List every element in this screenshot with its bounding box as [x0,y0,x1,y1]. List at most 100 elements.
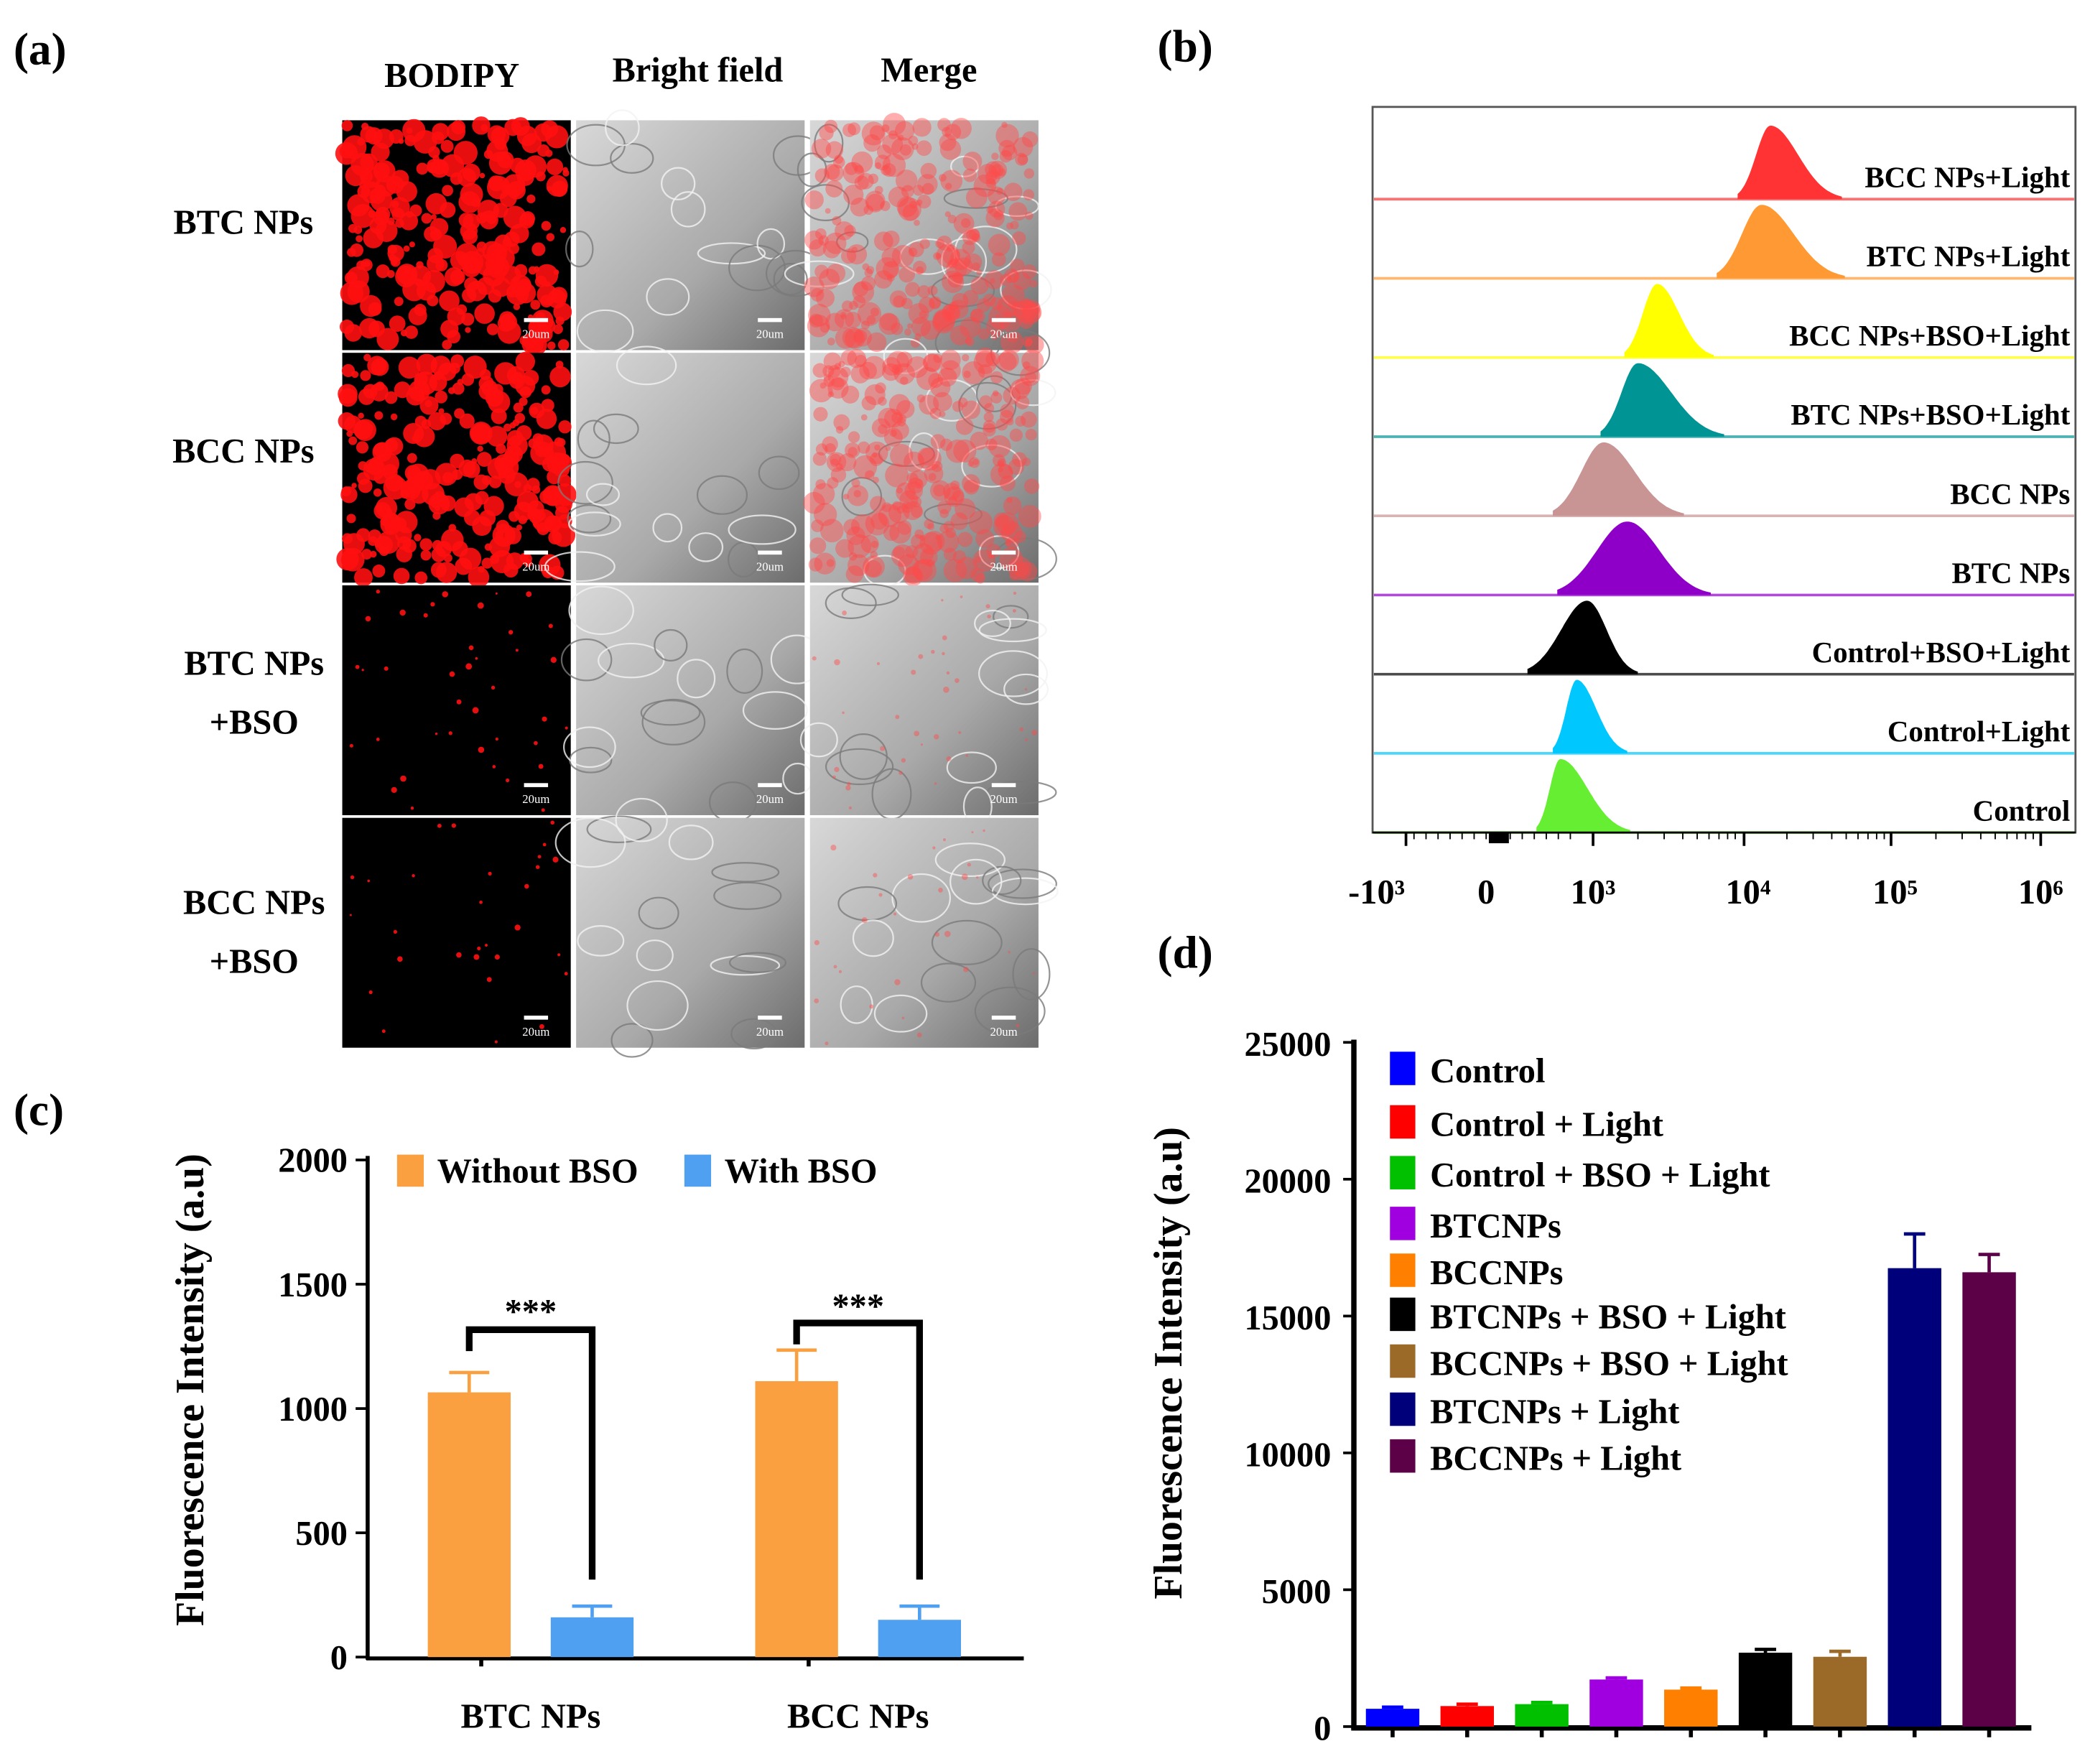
fluorescence-spot [419,538,433,551]
fluorescence-spot [818,235,829,246]
fluorescence-spot [448,524,457,532]
fluorescence-spot [1018,314,1034,329]
image-background [342,585,571,815]
cell-outline [697,242,766,265]
fluorescence-spot [367,424,374,432]
fluorescence-spot [845,785,851,791]
fluorescence-spot [1015,377,1032,395]
fluorescence-spot [942,126,952,137]
fluorescence-spot [876,257,898,280]
cell-outline [756,228,786,260]
x-tick-label: 0 [1477,873,1495,911]
fluorescence-spot [347,280,370,303]
fluorescence-spot [494,1040,498,1044]
fluorescence-spot [853,295,866,308]
fluorescence-spot [946,258,967,279]
fluorescence-spot [477,602,484,609]
fluorescence-spot [840,312,847,318]
fluorescence-spot [1022,458,1031,466]
legend-label: BCCNPs [1430,1254,1563,1292]
fluorescence-spot [420,549,432,561]
fluorescence-spot [891,412,903,424]
fluorescence-spot [497,320,521,344]
fluorescence-spot [554,506,570,520]
fluorescence-spot [914,219,920,226]
fluorescence-spot [893,912,897,916]
legend-label: BCCNPs + Light [1430,1440,1681,1478]
fluorescence-spot [948,496,958,506]
fluorescence-spot [853,282,868,297]
fluorescence-spot [845,162,858,175]
cell-outline [638,896,679,930]
fluorescence-spot [983,419,996,433]
fluorescence-spot [1003,496,1022,515]
cell-outline [1003,673,1049,705]
row-label-bcc-bso-2: +BSO [210,943,299,981]
cell-outline [920,962,977,1003]
fluorescence-spot [901,185,914,198]
cell-outline [883,338,929,374]
fluorescence-spot [913,185,924,196]
fluorescence-spot [962,474,980,493]
fluorescence-spot [918,297,935,313]
fluorescence-spot [943,547,957,561]
fluorescence-spot [1012,609,1016,613]
fluorescence-spot [531,485,541,494]
fluorescence-spot [494,954,500,960]
cell-outline [585,483,620,506]
fluorescence-spot [858,441,870,454]
fluorescence-spot [882,261,900,279]
fluorescence-spot [1016,1023,1020,1028]
cell-outline [616,345,677,386]
fluorescence-spot [825,443,836,455]
legend-label: BTCNPs [1430,1207,1561,1245]
fluorescence-spot [470,423,491,444]
fluorescence-spot [832,215,842,226]
legend-label: Control [1430,1052,1545,1090]
fluorescence-spot [1022,264,1037,279]
x-axis-b: -10³ 0 10³ 10⁴ 10⁵ 10⁶ [1348,831,2076,911]
fluorescence-spot [899,490,919,509]
fluorescence-spot [807,314,830,338]
fluorescence-spot [819,322,830,333]
fluorescence-spot [535,865,540,869]
fluorescence-spot [906,472,919,484]
histogram-area [1717,205,1845,279]
fluorescence-spot [921,182,934,195]
fluorescence-spot [988,435,1011,458]
fluorescence-spot [930,434,946,450]
fluorescence-spot [360,153,378,172]
fluorescence-spot [474,303,495,324]
fluorescence-spot [503,423,512,432]
fluorescence-spot [863,555,885,578]
fluorescence-spot [934,932,940,937]
legend-label: BCCNPs + BSO + Light [1430,1345,1788,1383]
fluorescence-spot [459,547,482,570]
fluorescence-spot [902,204,919,221]
fluorescence-spot [403,245,410,252]
fluorescence-spot [491,408,507,424]
fluorescence-spot [815,443,828,456]
fluorescence-spot [453,141,478,165]
fluorescence-spot [351,483,357,488]
fluorescence-spot [350,204,375,228]
fluorescence-spot [834,154,844,164]
y-tick-label: 0 [1314,1710,1331,1748]
cell-outline [652,513,683,543]
fluorescence-spot [962,289,979,306]
zero-tick-cluster [1488,832,1509,844]
fluorescence-spot [530,407,539,415]
fluorescence-spot [881,164,891,176]
histogram-area [1600,363,1724,437]
fluorescence-spot [914,529,924,539]
fluorescence-spot [804,277,825,297]
panel-label-b: (b) [1158,22,1213,72]
cell-outline [978,618,1047,643]
fluorescence-spot [838,361,845,368]
fluorescence-spot [971,831,974,834]
fluorescence-spot [919,394,939,415]
legend-swatch [1390,1439,1416,1473]
y-axis-label-c: Fluorescence Intensity (a.u) [168,1153,213,1626]
fluorescence-spot [391,259,398,266]
fluorescence-spot [833,414,850,431]
